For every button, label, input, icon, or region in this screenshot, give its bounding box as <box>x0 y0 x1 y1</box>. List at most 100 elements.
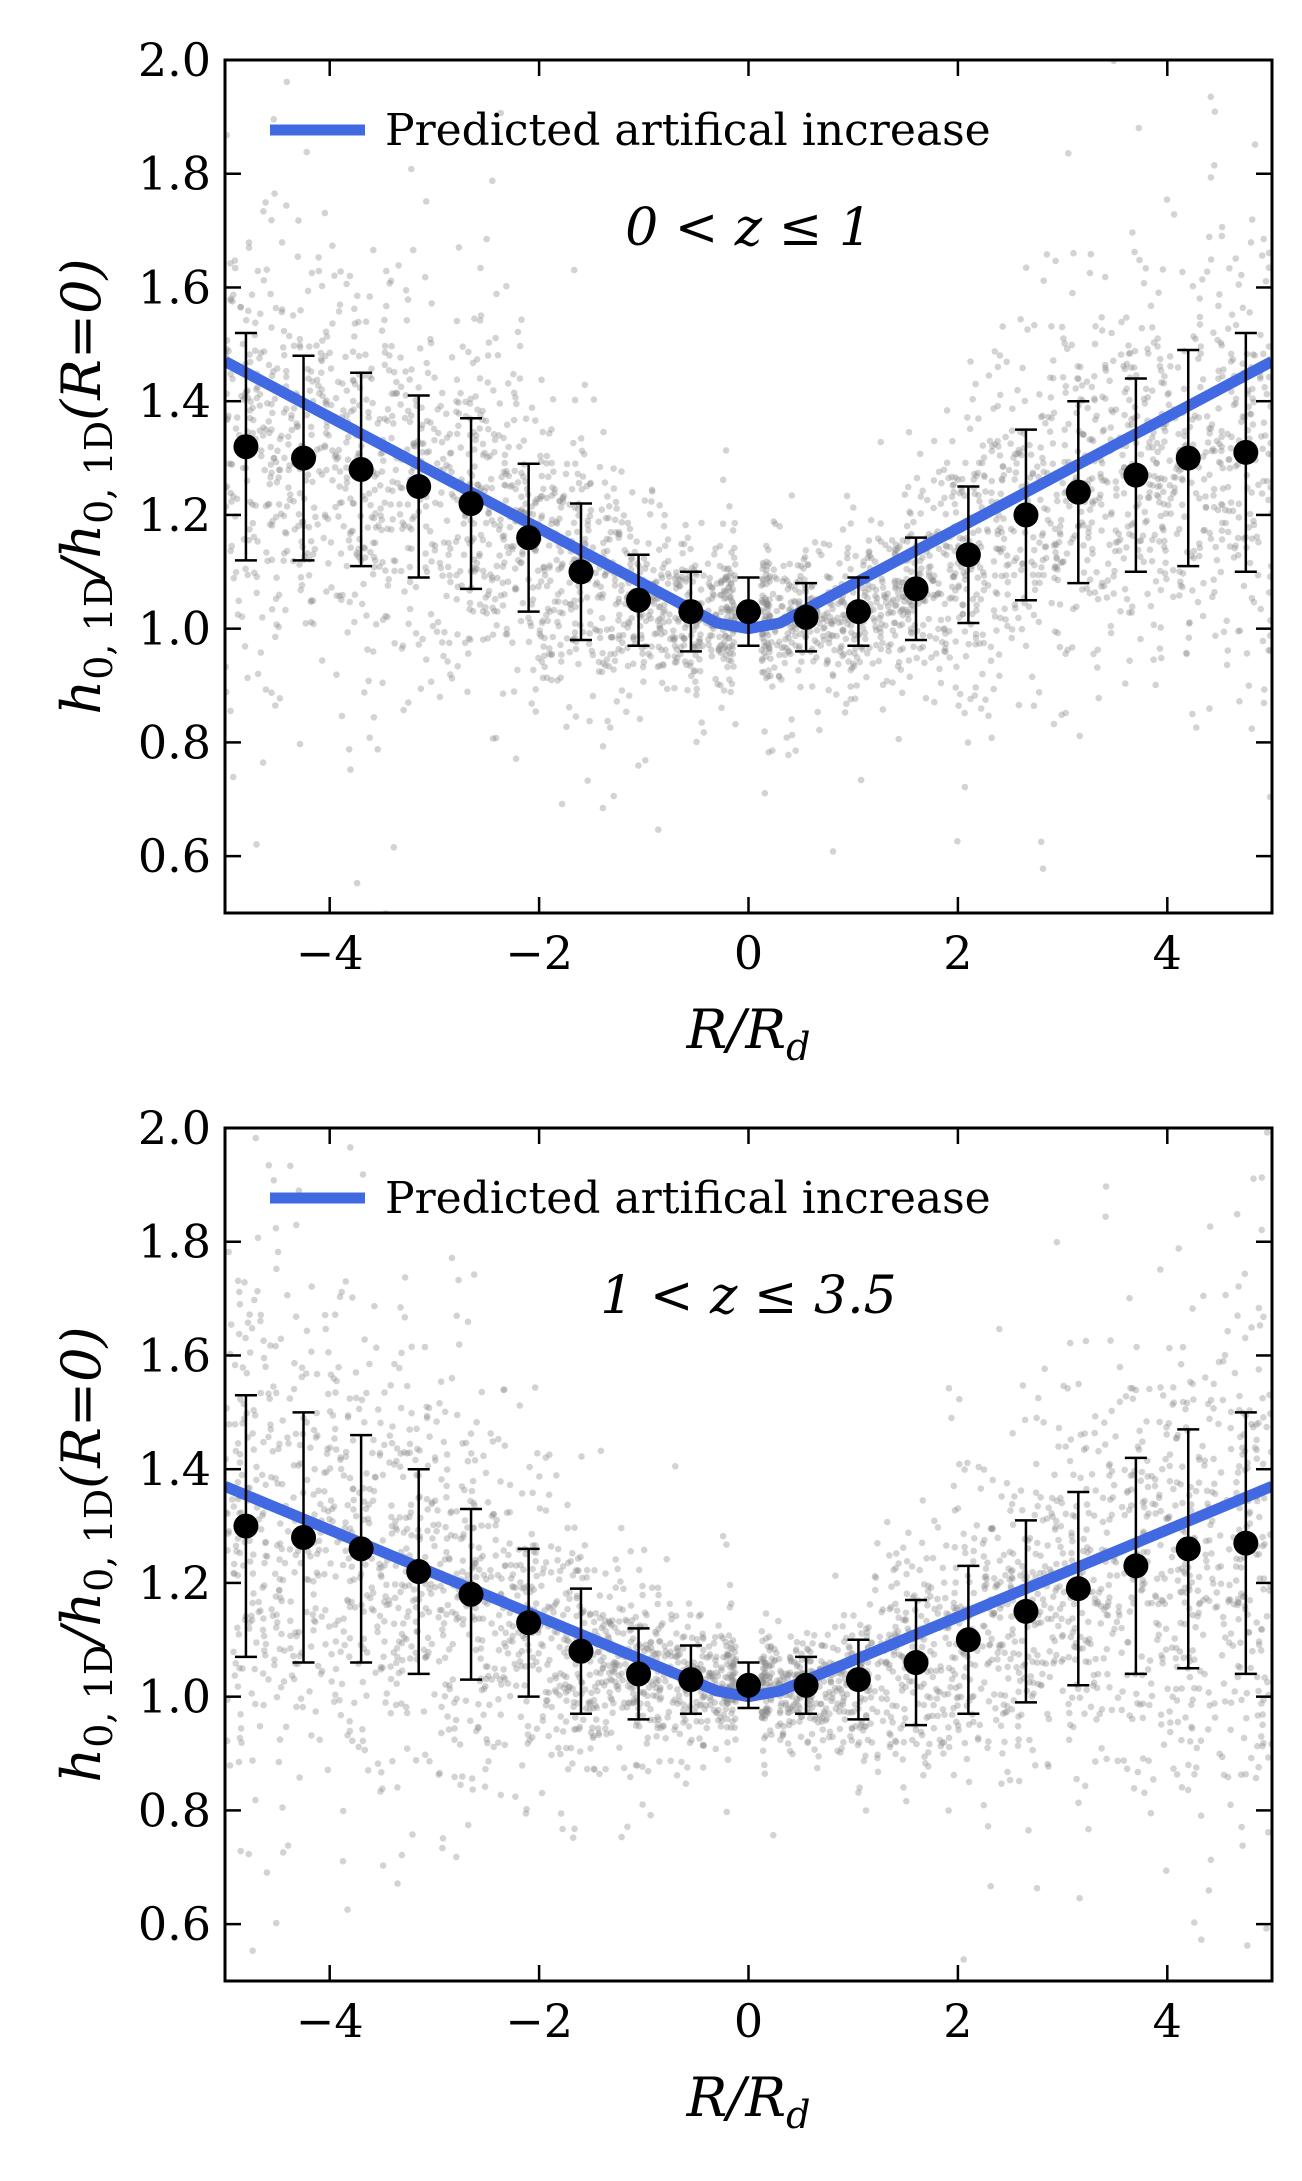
scatter-dot <box>548 1751 555 1759</box>
scatter-dot <box>951 1589 958 1597</box>
scatter-dot <box>682 521 689 529</box>
scatter-dot <box>952 1684 960 1692</box>
scatter-dot <box>828 632 835 639</box>
y-tick-label: 1.0 <box>138 602 211 656</box>
scatter-dot <box>496 522 504 529</box>
scatter-dot <box>930 437 938 445</box>
scatter-dot <box>661 629 668 636</box>
scatter-dot <box>706 1669 713 1677</box>
scatter-dot <box>1111 567 1118 575</box>
scatter-dot <box>1205 233 1213 241</box>
scatter-dot <box>877 520 884 527</box>
scatter-dot <box>233 1548 240 1555</box>
scatter-dot <box>781 659 789 667</box>
scatter-dot <box>333 1377 341 1385</box>
scatter-dot <box>497 1791 505 1799</box>
scatter-dot <box>887 1731 894 1739</box>
scatter-dot <box>496 400 504 407</box>
scatter-dot <box>591 625 599 633</box>
scatter-dot <box>550 1603 557 1610</box>
scatter-dot <box>1201 1462 1208 1469</box>
scatter-dot <box>731 572 738 579</box>
scatter-dot <box>323 423 331 431</box>
scatter-dot <box>387 277 395 285</box>
scatter-dot <box>577 435 585 442</box>
scatter-dot <box>1160 1741 1168 1748</box>
scatter-dot <box>1235 1463 1243 1470</box>
scatter-dot <box>493 290 500 298</box>
scatter-dot <box>882 541 889 549</box>
scatter-dot <box>553 1598 561 1605</box>
scatter-dot <box>832 1705 840 1712</box>
scatter-dot <box>817 642 825 649</box>
scatter-dot <box>597 1657 604 1664</box>
scatter-dot <box>1173 1771 1181 1778</box>
scatter-dot <box>347 528 355 535</box>
scatter-dot <box>1160 379 1168 387</box>
scatter-dot <box>718 577 725 584</box>
scatter-dot <box>369 399 376 407</box>
scatter-dot <box>1103 1755 1110 1763</box>
scatter-dot <box>546 564 553 571</box>
scatter-dot <box>369 1449 376 1457</box>
scatter-dot <box>538 492 546 500</box>
scatter-dot <box>703 1654 711 1661</box>
scatter-dot <box>922 694 930 702</box>
scatter-dot <box>1223 617 1230 625</box>
scatter-dot <box>1121 411 1128 419</box>
scatter-dot <box>936 1603 943 1611</box>
scatter-dot <box>998 572 1006 580</box>
scatter-dot <box>1253 1619 1260 1626</box>
scatter-dot <box>1196 540 1203 547</box>
scatter-dot <box>1196 1599 1203 1607</box>
scatter-dot <box>820 636 828 644</box>
mean-marker <box>736 599 761 625</box>
scatter-dot <box>610 1699 617 1707</box>
scatter-dot <box>479 1637 486 1644</box>
scatter-dot <box>839 611 847 619</box>
scatter-dot <box>1138 324 1146 332</box>
scatter-dot <box>1089 550 1096 557</box>
scatter-dot <box>1102 1213 1109 1220</box>
scatter-dot <box>981 1622 988 1630</box>
scatter-dot <box>518 469 525 477</box>
scatter-dot <box>1202 503 1210 511</box>
scatter-dot <box>950 1704 957 1712</box>
scatter-dot <box>310 504 318 512</box>
scatter-dot <box>644 1700 651 1708</box>
scatter-dot <box>624 519 632 527</box>
scatter-dot <box>1170 1384 1177 1391</box>
scatter-dot <box>398 1630 406 1638</box>
scatter-dot <box>1063 550 1071 557</box>
scatter-dot <box>943 459 951 467</box>
scatter-dot <box>1081 1430 1089 1437</box>
scatter-dot <box>822 1690 829 1698</box>
scatter-dot <box>1195 355 1202 363</box>
scatter-dot <box>807 1657 814 1665</box>
scatter-dot <box>452 1610 460 1618</box>
scatter-dot <box>985 1698 993 1705</box>
scatter-dot <box>937 679 945 687</box>
binned-point <box>736 576 761 647</box>
scatter-dot <box>619 631 627 639</box>
scatter-dot <box>390 368 398 376</box>
scatter-dot <box>1089 498 1096 505</box>
scatter-dot <box>759 559 767 567</box>
scatter-dot <box>272 1475 279 1482</box>
scatter-dot <box>579 473 587 480</box>
scatter-dot <box>950 1604 958 1611</box>
scatter-dot <box>994 1656 1001 1663</box>
scatter-dot <box>1169 566 1177 574</box>
scatter-dot <box>1095 694 1102 702</box>
scatter-dot <box>1048 1510 1055 1517</box>
scatter-dot <box>283 503 291 510</box>
scatter-dot <box>1017 1572 1024 1579</box>
scatter-dot <box>366 373 374 380</box>
scatter-dot <box>629 489 636 496</box>
scatter-dot <box>495 1646 503 1654</box>
scatter-dot <box>476 425 484 432</box>
scatter-dot <box>1086 269 1094 277</box>
scatter-dot <box>436 1400 443 1407</box>
scatter-dot <box>1029 1569 1036 1576</box>
scatter-dot <box>1098 527 1105 534</box>
